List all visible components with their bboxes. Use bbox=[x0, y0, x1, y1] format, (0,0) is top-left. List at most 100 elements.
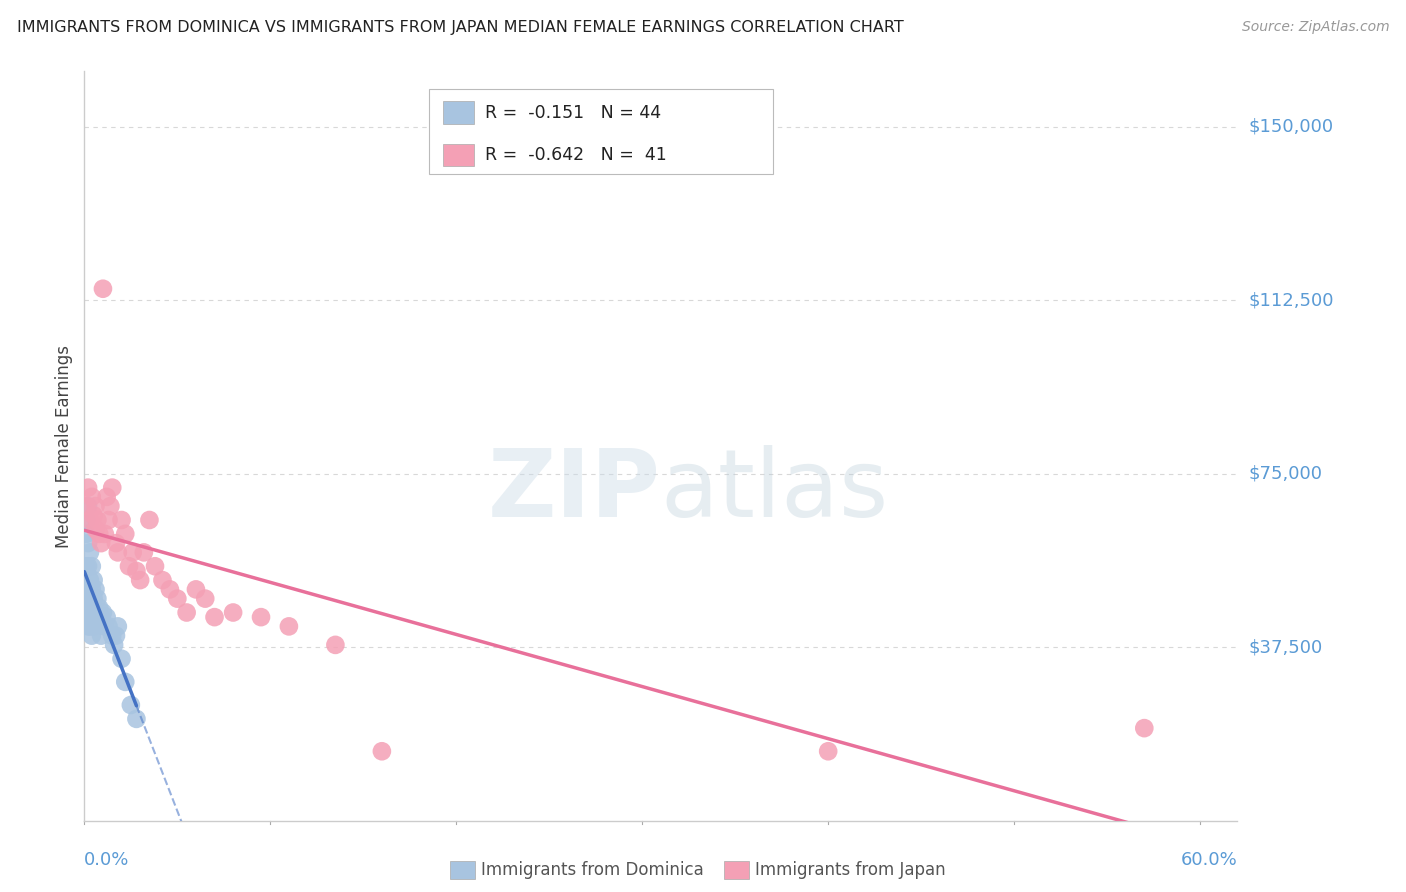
Point bbox=[176, 606, 198, 620]
Point bbox=[250, 610, 273, 624]
Point bbox=[90, 610, 112, 624]
Point bbox=[110, 513, 132, 527]
Point bbox=[194, 591, 217, 606]
Point bbox=[325, 638, 347, 652]
Point bbox=[110, 652, 132, 666]
Y-axis label: Median Female Earnings: Median Female Earnings bbox=[55, 344, 73, 548]
Point bbox=[77, 619, 100, 633]
Point bbox=[77, 481, 100, 495]
Text: Immigrants from Japan: Immigrants from Japan bbox=[755, 861, 946, 879]
Point bbox=[1133, 721, 1156, 735]
Point bbox=[159, 582, 181, 597]
Text: R =  -0.151   N = 44: R = -0.151 N = 44 bbox=[485, 104, 661, 122]
Point bbox=[371, 744, 394, 758]
Point bbox=[101, 481, 124, 495]
Point bbox=[80, 629, 103, 643]
Point bbox=[83, 573, 105, 587]
Point bbox=[84, 499, 107, 513]
Point bbox=[204, 610, 226, 624]
Point bbox=[77, 606, 100, 620]
Point bbox=[91, 282, 114, 296]
Point bbox=[77, 559, 100, 574]
Text: IMMIGRANTS FROM DOMINICA VS IMMIGRANTS FROM JAPAN MEDIAN FEMALE EARNINGS CORRELA: IMMIGRANTS FROM DOMINICA VS IMMIGRANTS F… bbox=[17, 20, 904, 35]
Point bbox=[96, 610, 118, 624]
Point bbox=[94, 619, 117, 633]
Point bbox=[75, 582, 97, 597]
Text: $37,500: $37,500 bbox=[1249, 638, 1323, 657]
Point bbox=[125, 712, 148, 726]
Point bbox=[77, 582, 100, 597]
Point bbox=[104, 536, 127, 550]
Point bbox=[75, 591, 97, 606]
Point bbox=[114, 527, 136, 541]
Point bbox=[152, 573, 174, 587]
Point bbox=[222, 606, 245, 620]
Point bbox=[817, 744, 839, 758]
Text: atlas: atlas bbox=[661, 445, 889, 537]
Point bbox=[118, 559, 141, 574]
Point bbox=[90, 536, 112, 550]
Point bbox=[86, 610, 108, 624]
Point bbox=[77, 536, 100, 550]
Text: ZIP: ZIP bbox=[488, 445, 661, 537]
Point bbox=[129, 573, 152, 587]
Point bbox=[80, 582, 103, 597]
Point bbox=[100, 499, 122, 513]
Point bbox=[114, 674, 136, 689]
Point bbox=[80, 559, 103, 574]
Point bbox=[83, 619, 105, 633]
Text: 60.0%: 60.0% bbox=[1181, 851, 1237, 869]
Point bbox=[79, 513, 101, 527]
Point bbox=[107, 545, 129, 559]
Point bbox=[80, 615, 103, 629]
Point bbox=[83, 591, 105, 606]
Point bbox=[80, 600, 103, 615]
Point bbox=[125, 564, 148, 578]
Point bbox=[79, 619, 101, 633]
Text: 0.0%: 0.0% bbox=[84, 851, 129, 869]
Text: $75,000: $75,000 bbox=[1249, 465, 1323, 483]
Text: R =  -0.642   N =  41: R = -0.642 N = 41 bbox=[485, 146, 666, 164]
Point bbox=[277, 619, 299, 633]
Point bbox=[84, 522, 107, 536]
Point bbox=[79, 591, 101, 606]
Point bbox=[83, 610, 105, 624]
Point bbox=[89, 527, 111, 541]
Point bbox=[90, 629, 112, 643]
Point bbox=[80, 490, 103, 504]
Point bbox=[107, 619, 129, 633]
Point bbox=[86, 591, 108, 606]
Point bbox=[79, 545, 101, 559]
Point bbox=[89, 600, 111, 615]
Text: Immigrants from Dominica: Immigrants from Dominica bbox=[481, 861, 703, 879]
Text: $112,500: $112,500 bbox=[1249, 292, 1334, 310]
Point bbox=[97, 513, 120, 527]
Point bbox=[96, 490, 118, 504]
Point bbox=[94, 527, 117, 541]
Point bbox=[75, 559, 97, 574]
Point bbox=[75, 499, 97, 513]
Point bbox=[132, 545, 155, 559]
Point bbox=[91, 606, 114, 620]
Point bbox=[184, 582, 207, 597]
Point bbox=[138, 513, 160, 527]
Point bbox=[166, 591, 188, 606]
Point bbox=[104, 629, 127, 643]
Point bbox=[77, 499, 100, 513]
Point bbox=[79, 610, 101, 624]
Point bbox=[75, 513, 97, 527]
Point bbox=[143, 559, 166, 574]
Point bbox=[101, 629, 124, 643]
Point bbox=[121, 545, 143, 559]
Point bbox=[84, 582, 107, 597]
Point bbox=[103, 638, 125, 652]
Point bbox=[79, 573, 101, 587]
Text: $150,000: $150,000 bbox=[1249, 118, 1333, 136]
Point bbox=[97, 619, 120, 633]
Point bbox=[86, 513, 108, 527]
Text: Source: ZipAtlas.com: Source: ZipAtlas.com bbox=[1241, 20, 1389, 34]
Point bbox=[83, 508, 105, 523]
Point bbox=[84, 606, 107, 620]
Point bbox=[120, 698, 142, 712]
Point bbox=[75, 527, 97, 541]
